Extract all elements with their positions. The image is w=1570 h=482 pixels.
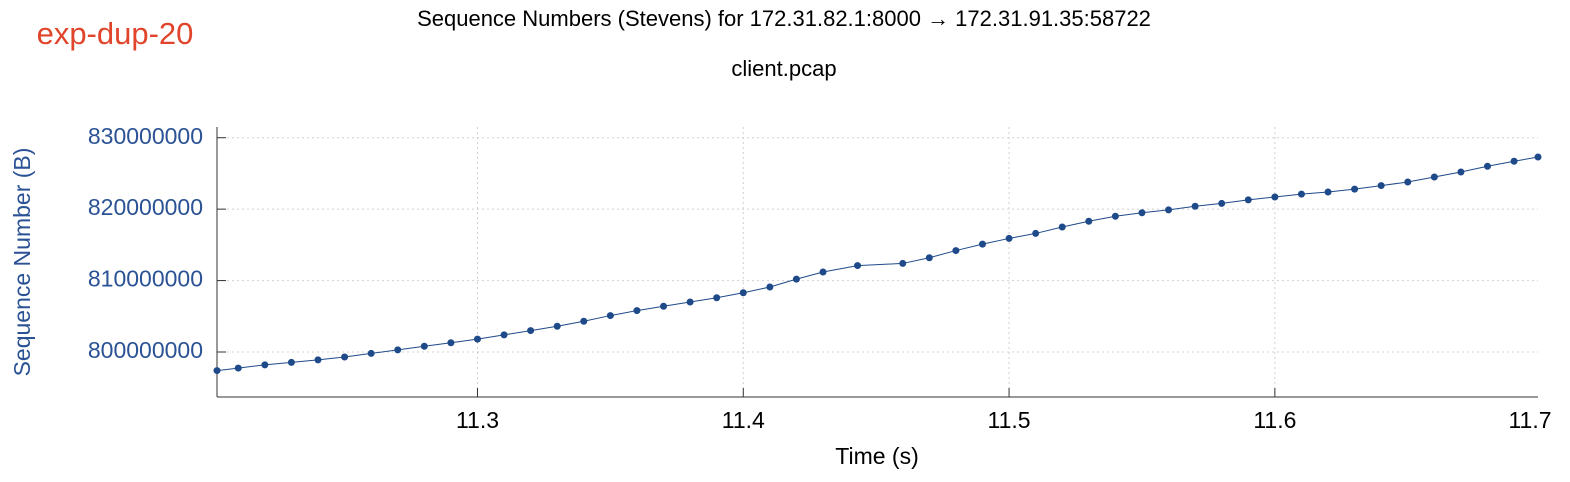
y-tick-label: 800000000 — [88, 337, 203, 363]
data-point — [580, 317, 588, 325]
data-point — [925, 254, 933, 262]
y-tick-label: 830000000 — [88, 123, 203, 149]
x-axis-title: Time (s) — [835, 443, 918, 469]
data-point — [686, 298, 694, 306]
data-point — [739, 289, 747, 297]
data-point — [1404, 178, 1412, 186]
series-line — [216, 156, 1539, 372]
data-point — [447, 339, 455, 347]
y-axis-title: Sequence Number (B) — [9, 148, 35, 377]
data-point — [854, 262, 862, 270]
data-point — [1244, 196, 1252, 204]
data-point — [1005, 234, 1013, 242]
data-point — [1377, 182, 1385, 190]
data-point — [287, 358, 295, 366]
data-point — [978, 240, 986, 248]
data-point — [341, 353, 349, 361]
data-point — [1271, 193, 1279, 201]
data-point — [500, 331, 508, 339]
data-point — [766, 283, 774, 291]
data-point — [394, 346, 402, 354]
data-point — [1351, 185, 1359, 193]
data-point — [952, 247, 960, 255]
data-point — [899, 259, 907, 267]
data-point — [633, 307, 641, 315]
x-tick-label: 11.3 — [456, 407, 499, 433]
data-point — [420, 342, 428, 350]
x-tick-label: 11.7 — [1508, 407, 1551, 433]
data-point — [1430, 173, 1438, 181]
data-point — [819, 268, 827, 276]
x-tick-label: 11.4 — [722, 407, 765, 433]
chart-title: Sequence Numbers (Stevens) for 172.31.82… — [417, 6, 1151, 31]
data-point — [234, 364, 242, 372]
y-tick-label: 820000000 — [88, 194, 203, 220]
data-point — [792, 275, 800, 283]
data-point — [1085, 217, 1093, 225]
data-point — [314, 356, 322, 364]
run-label: exp-dup-20 — [37, 16, 194, 51]
data-point — [1111, 212, 1119, 220]
data-point — [261, 361, 269, 369]
data-point — [1138, 209, 1146, 217]
x-tick-label: 11.5 — [988, 407, 1031, 433]
data-point — [1058, 223, 1066, 231]
data-point — [713, 294, 721, 302]
x-tick-label: 11.6 — [1253, 407, 1296, 433]
data-point — [367, 349, 375, 357]
data-point — [1032, 229, 1040, 237]
data-point — [1324, 188, 1332, 196]
data-point — [1510, 157, 1518, 165]
data-point — [1534, 153, 1542, 161]
data-point — [1165, 206, 1173, 214]
data-point — [606, 312, 614, 320]
chart-subtitle: client.pcap — [731, 56, 836, 81]
data-point — [213, 367, 221, 375]
data-point — [473, 335, 481, 343]
data-point — [1483, 162, 1491, 170]
data-point — [660, 302, 668, 310]
y-tick-label: 810000000 — [88, 266, 203, 292]
data-point — [1218, 199, 1226, 207]
data-point — [553, 322, 561, 330]
data-point — [1191, 202, 1199, 210]
data-point — [1297, 190, 1305, 198]
data-point — [527, 327, 535, 335]
data-point — [1457, 168, 1465, 176]
